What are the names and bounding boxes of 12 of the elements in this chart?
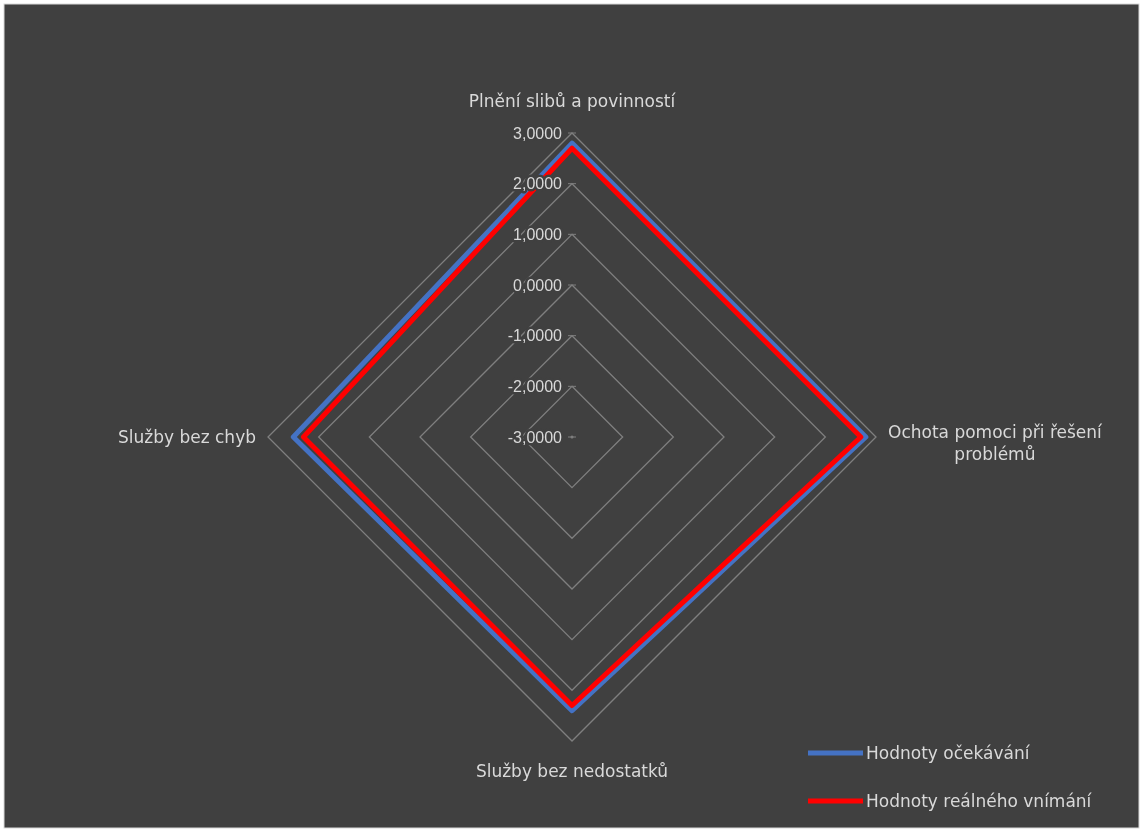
y-tick-label: -3,0000: [507, 428, 563, 446]
spoke-label: Služby bez chyb: [117, 427, 256, 447]
spoke-label: Služby bez nedostatků: [475, 761, 669, 781]
y-tick-label: 1,0000: [513, 225, 563, 243]
y-tick-label: 3,0000: [513, 124, 563, 142]
legend-label: Hodnoty očekávání: [866, 742, 1031, 763]
y-tick-label: 0,0000: [513, 276, 563, 294]
spoke-label: Plnění slibů a povinností: [468, 91, 677, 111]
y-tick-label: -1,0000: [507, 327, 563, 345]
y-tick-label: -2,0000: [507, 377, 563, 395]
legend-label: Hodnoty reálného vnímání: [866, 790, 1093, 811]
spoke-label: Ochota pomoci při řešení problémů: [888, 422, 1104, 464]
